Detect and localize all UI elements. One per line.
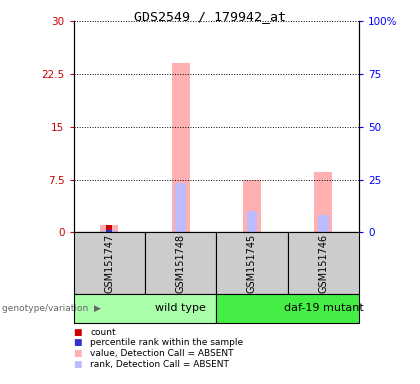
Bar xyxy=(318,215,329,232)
Bar xyxy=(243,180,261,232)
Text: GSM151745: GSM151745 xyxy=(247,233,257,293)
Bar xyxy=(145,232,216,294)
Bar xyxy=(247,211,257,232)
Text: wild type: wild type xyxy=(155,303,206,313)
Text: GDS2549 / 179942_at: GDS2549 / 179942_at xyxy=(134,10,286,23)
Bar xyxy=(74,232,145,294)
Text: ■: ■ xyxy=(74,360,82,369)
Text: GSM151748: GSM151748 xyxy=(176,233,186,293)
Bar xyxy=(106,230,112,232)
Bar xyxy=(216,294,359,323)
Bar xyxy=(175,183,186,232)
Text: genotype/variation  ▶: genotype/variation ▶ xyxy=(2,304,101,313)
Bar xyxy=(216,232,288,294)
Bar xyxy=(172,63,189,232)
Text: percentile rank within the sample: percentile rank within the sample xyxy=(90,338,244,348)
Bar xyxy=(104,230,115,232)
Text: value, Detection Call = ABSENT: value, Detection Call = ABSENT xyxy=(90,349,234,358)
Text: GSM151747: GSM151747 xyxy=(104,233,114,293)
Text: GSM151746: GSM151746 xyxy=(318,233,328,293)
Text: ■: ■ xyxy=(74,338,82,348)
Bar xyxy=(74,294,216,323)
Text: daf-19 mutant: daf-19 mutant xyxy=(284,303,363,313)
Bar xyxy=(315,172,332,232)
Text: ■: ■ xyxy=(74,328,82,337)
Bar xyxy=(100,225,118,232)
Bar xyxy=(288,232,359,294)
Text: count: count xyxy=(90,328,116,337)
Bar xyxy=(106,225,112,232)
Text: ■: ■ xyxy=(74,349,82,358)
Text: rank, Detection Call = ABSENT: rank, Detection Call = ABSENT xyxy=(90,360,229,369)
